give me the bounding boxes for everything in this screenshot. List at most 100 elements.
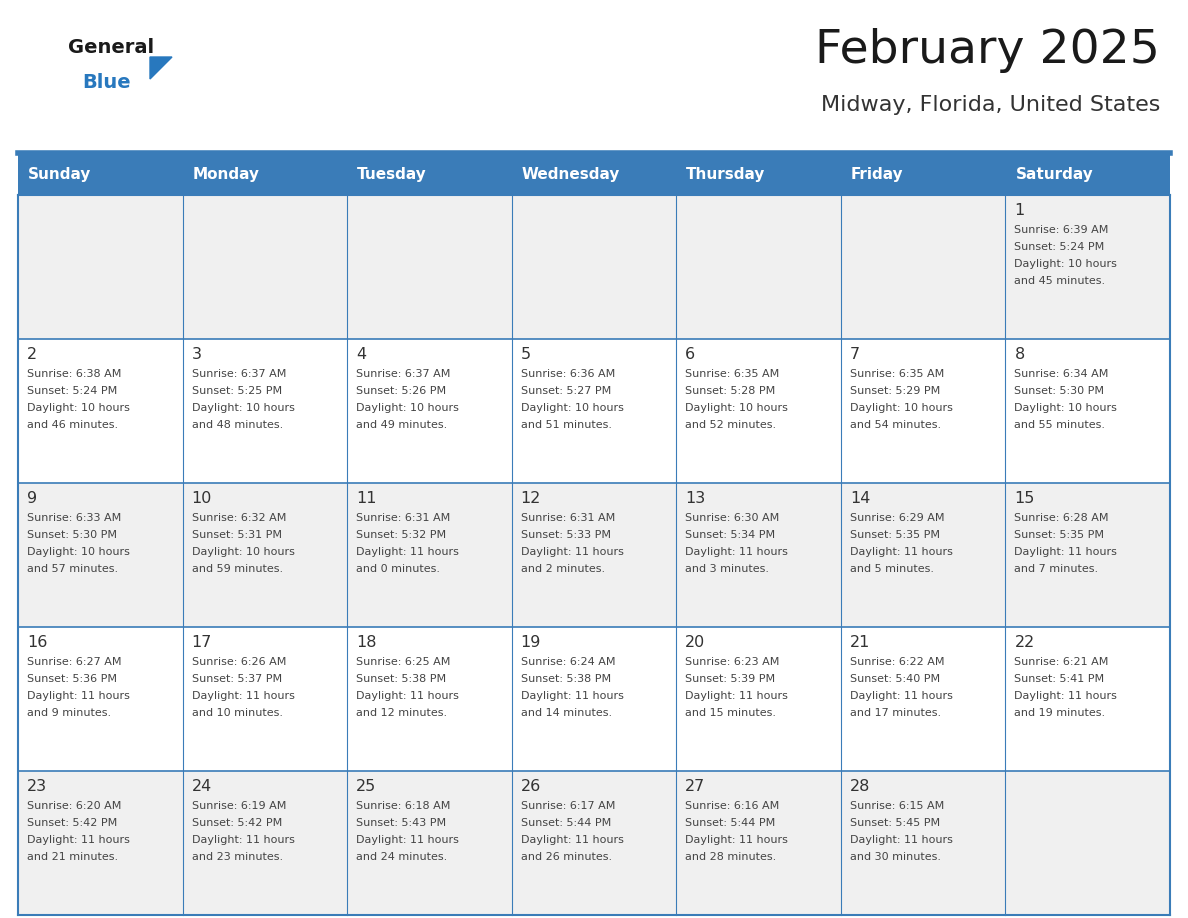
Text: Wednesday: Wednesday [522,167,620,183]
Text: 16: 16 [27,635,48,650]
Bar [841,195,1005,339]
Bar [1005,771,1170,915]
Text: and 57 minutes.: and 57 minutes. [27,564,118,574]
Text: Daylight: 10 hours: Daylight: 10 hours [191,547,295,557]
Text: 23: 23 [27,779,48,794]
Bar [183,771,347,915]
Text: and 51 minutes.: and 51 minutes. [520,420,612,430]
Text: Sunset: 5:42 PM: Sunset: 5:42 PM [27,818,118,828]
Text: and 10 minutes.: and 10 minutes. [191,708,283,718]
Text: Thursday: Thursday [687,167,765,183]
Bar [183,195,347,339]
Text: 18: 18 [356,635,377,650]
Bar [676,627,841,771]
Text: and 5 minutes.: and 5 minutes. [849,564,934,574]
Text: Sunrise: 6:15 AM: Sunrise: 6:15 AM [849,801,944,811]
Text: Sunrise: 6:34 AM: Sunrise: 6:34 AM [1015,369,1108,379]
Text: Daylight: 11 hours: Daylight: 11 hours [1015,691,1117,701]
Bar [841,483,1005,627]
Text: and 59 minutes.: and 59 minutes. [191,564,283,574]
Text: Sunset: 5:27 PM: Sunset: 5:27 PM [520,386,611,396]
Text: and 26 minutes.: and 26 minutes. [520,852,612,862]
Text: Sunrise: 6:31 AM: Sunrise: 6:31 AM [520,513,615,523]
Text: Daylight: 11 hours: Daylight: 11 hours [356,691,459,701]
Text: Midway, Florida, United States: Midway, Florida, United States [821,95,1159,115]
Bar [18,195,183,339]
Text: Sunrise: 6:22 AM: Sunrise: 6:22 AM [849,657,944,667]
Text: Sunset: 5:24 PM: Sunset: 5:24 PM [1015,242,1105,252]
Text: 3: 3 [191,347,202,362]
Text: and 2 minutes.: and 2 minutes. [520,564,605,574]
Text: 11: 11 [356,491,377,506]
Text: Sunset: 5:24 PM: Sunset: 5:24 PM [27,386,118,396]
Text: and 17 minutes.: and 17 minutes. [849,708,941,718]
Text: Daylight: 10 hours: Daylight: 10 hours [191,403,295,413]
Text: Daylight: 10 hours: Daylight: 10 hours [849,403,953,413]
Text: Sunset: 5:42 PM: Sunset: 5:42 PM [191,818,282,828]
Text: Daylight: 11 hours: Daylight: 11 hours [356,835,459,845]
Bar [1005,195,1170,339]
Bar [18,627,183,771]
Text: Sunset: 5:40 PM: Sunset: 5:40 PM [849,674,940,684]
Bar [1005,155,1170,195]
Bar [512,195,676,339]
Text: 22: 22 [1015,635,1035,650]
Bar [512,339,676,483]
Text: and 23 minutes.: and 23 minutes. [191,852,283,862]
Text: 9: 9 [27,491,37,506]
Text: Sunrise: 6:20 AM: Sunrise: 6:20 AM [27,801,121,811]
Bar [1005,339,1170,483]
Text: and 52 minutes.: and 52 minutes. [685,420,777,430]
Text: and 3 minutes.: and 3 minutes. [685,564,770,574]
Text: Sunrise: 6:30 AM: Sunrise: 6:30 AM [685,513,779,523]
Text: Daylight: 11 hours: Daylight: 11 hours [849,835,953,845]
Text: and 14 minutes.: and 14 minutes. [520,708,612,718]
Text: Sunset: 5:36 PM: Sunset: 5:36 PM [27,674,116,684]
Text: Sunrise: 6:26 AM: Sunrise: 6:26 AM [191,657,286,667]
Bar [347,627,512,771]
Text: Sunrise: 6:32 AM: Sunrise: 6:32 AM [191,513,286,523]
Text: Daylight: 10 hours: Daylight: 10 hours [520,403,624,413]
Text: Sunset: 5:31 PM: Sunset: 5:31 PM [191,530,282,540]
Text: Sunrise: 6:27 AM: Sunrise: 6:27 AM [27,657,121,667]
Text: Sunrise: 6:23 AM: Sunrise: 6:23 AM [685,657,779,667]
Polygon shape [150,57,172,79]
Text: Daylight: 11 hours: Daylight: 11 hours [520,547,624,557]
Text: Sunset: 5:39 PM: Sunset: 5:39 PM [685,674,776,684]
Text: Daylight: 11 hours: Daylight: 11 hours [849,547,953,557]
Bar [512,627,676,771]
Text: Daylight: 11 hours: Daylight: 11 hours [191,691,295,701]
Text: and 21 minutes.: and 21 minutes. [27,852,118,862]
Text: Daylight: 11 hours: Daylight: 11 hours [1015,547,1117,557]
Text: Daylight: 11 hours: Daylight: 11 hours [849,691,953,701]
Text: Sunset: 5:44 PM: Sunset: 5:44 PM [685,818,776,828]
Text: Sunrise: 6:31 AM: Sunrise: 6:31 AM [356,513,450,523]
Text: Sunrise: 6:37 AM: Sunrise: 6:37 AM [191,369,286,379]
Text: Sunset: 5:30 PM: Sunset: 5:30 PM [1015,386,1105,396]
Bar [1005,627,1170,771]
Bar [347,339,512,483]
Text: 14: 14 [849,491,871,506]
Text: and 9 minutes.: and 9 minutes. [27,708,112,718]
Bar [18,483,183,627]
Bar [347,483,512,627]
Bar [676,771,841,915]
Text: 10: 10 [191,491,211,506]
Bar [347,195,512,339]
Bar [1005,483,1170,627]
Text: Sunrise: 6:37 AM: Sunrise: 6:37 AM [356,369,450,379]
Text: Sunset: 5:37 PM: Sunset: 5:37 PM [191,674,282,684]
Text: 21: 21 [849,635,871,650]
Text: 13: 13 [685,491,706,506]
Text: 8: 8 [1015,347,1025,362]
Text: Monday: Monday [192,167,259,183]
Bar [18,155,183,195]
Text: and 46 minutes.: and 46 minutes. [27,420,118,430]
Text: Sunrise: 6:35 AM: Sunrise: 6:35 AM [849,369,944,379]
Text: Sunset: 5:28 PM: Sunset: 5:28 PM [685,386,776,396]
Text: Daylight: 10 hours: Daylight: 10 hours [27,547,129,557]
Text: Sunrise: 6:29 AM: Sunrise: 6:29 AM [849,513,944,523]
Text: Sunrise: 6:21 AM: Sunrise: 6:21 AM [1015,657,1108,667]
Text: Sunset: 5:34 PM: Sunset: 5:34 PM [685,530,776,540]
Text: and 0 minutes.: and 0 minutes. [356,564,440,574]
